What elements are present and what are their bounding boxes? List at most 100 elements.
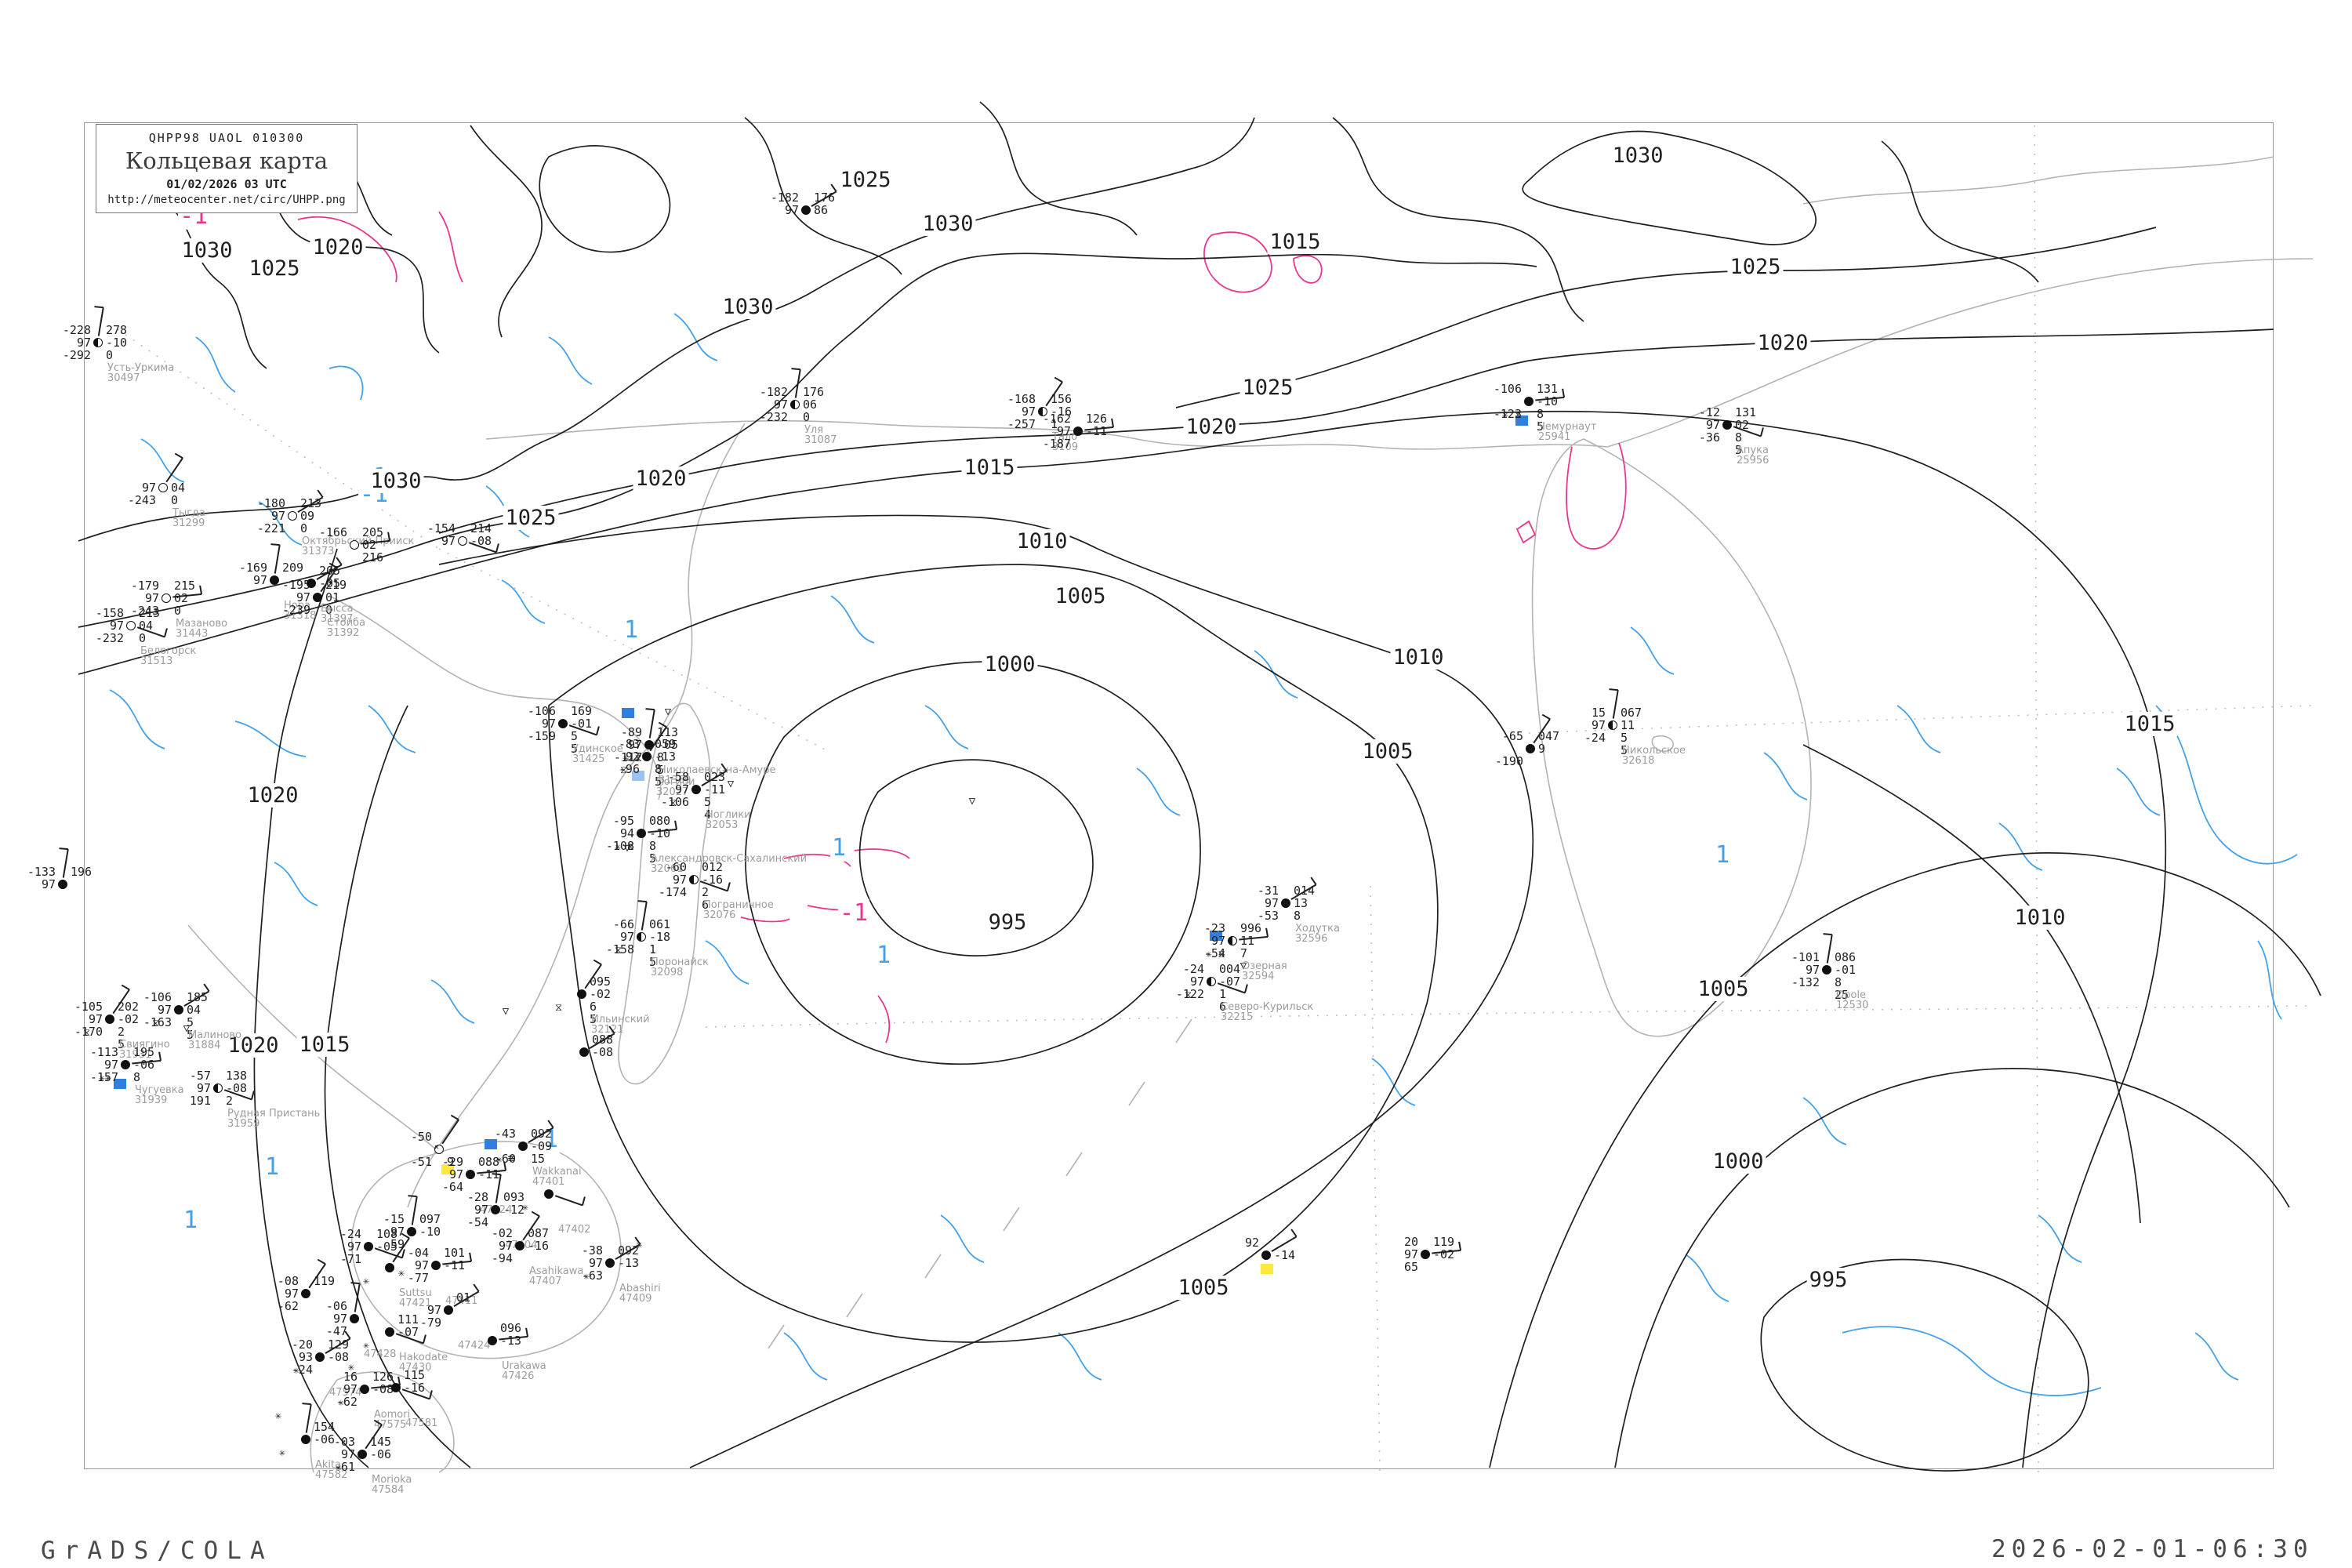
station-dot [558,719,568,728]
isobar-label-1015: 1015 [2122,711,2178,736]
station-right-values: 012 -16 2 6 [702,860,724,912]
station-left-values: -57 97 191 [189,1069,211,1108]
station-dot [364,1242,373,1251]
weather-symbol: ✳ [397,1267,405,1279]
station-name-label: Opole 12530 [1836,989,1869,1011]
wind-barb [270,543,281,574]
isobar-label-1015: 1015 [1267,229,1323,254]
tendency-label: 1 [542,1125,561,1153]
precip-square [441,1164,454,1174]
station-right-values: 096 -13 [500,1321,522,1348]
wind-barb [1609,688,1619,719]
precip-square [632,771,644,781]
station-right-values: 185 04 5 5 [187,990,209,1042]
station-name-label: Александровск-Сахалинский 32061 [651,853,808,875]
station-left-values: -113 97 -157 [89,1045,118,1084]
station-left-values: -169 97 [238,561,267,587]
wind-barb [223,1089,255,1101]
coastlines [187,156,2314,1473]
station-left-values: -12 97 -36 [1698,405,1720,445]
station-dot [301,1289,310,1298]
station-left-values: -166 [318,525,347,539]
station-name-label: 47428 [364,1348,397,1360]
title-box: QHPP98 UAOL 010300 Кольцевая карта 01/02… [96,124,358,213]
station-dot [213,1083,223,1093]
wind-barb [94,306,104,336]
station-right-values: 086 -01 8 25 [1835,950,1857,1002]
station-dot [801,205,811,215]
station-left-values: -95 94 -108 [605,814,634,853]
station-dot [1421,1250,1430,1259]
tendency-label: 1 [829,833,848,862]
wind-barb [528,1120,554,1143]
render-timestamp: 2026-02-01-06:30 [1991,1535,2314,1563]
station-right-values: 047 9 [1538,729,1560,756]
map-title: Кольцевая карта [125,147,328,174]
station-name-label: Aomori 47575 [374,1409,411,1431]
station-name-label: Чемурнаут 25941 [1538,421,1597,443]
station-wx-symbol: ⧖ [152,1018,160,1029]
station-left-values: -228 97 -292 [62,323,91,362]
station-right-values: 088 -11 [478,1155,500,1181]
station-left-values: 92 [1244,1236,1259,1250]
station-wx-symbol: ✳ [336,1462,342,1474]
station-left-values: -58 97 -106 [660,770,689,809]
wind-barb [165,452,183,483]
station-left-values: -65 -190 [1494,729,1523,768]
station-dot [162,593,171,603]
station-right-values: 097 -10 [419,1212,441,1239]
isobar-label-1005: 1005 [1695,976,1751,1001]
station-name-label: Свиягино 31931 [119,1039,170,1061]
wind-barb [1239,927,1269,941]
station-wx-symbol: ✳ [338,1397,344,1409]
isobar-label-1005: 1005 [1052,583,1109,608]
isobar-label-1030: 1030 [368,468,424,493]
station-left-values: -43 -60 [494,1127,516,1166]
wind-barb [350,1282,361,1312]
station-dot [637,829,646,838]
station-dot [385,1263,394,1272]
station-name-label: 47402 [558,1224,591,1236]
station-right-values: 156 -16 1 [1051,392,1073,431]
wind-barb [492,1173,502,1203]
wind-barb [1823,933,1833,964]
isobar-label-1005: 1005 [1175,1275,1232,1300]
station-left-values: -03 97 -61 [333,1435,355,1474]
station-dot [434,1143,444,1154]
station-dot [313,593,322,602]
station-right-values: 176 86 [814,191,836,217]
weather-symbol: ▽ [727,778,735,790]
station-right-values: 059 -13 8 5 [655,737,677,789]
isobar-label-1030: 1030 [179,238,235,263]
station-dot [1073,426,1083,436]
isobar-label-1030: 1030 [1610,143,1666,168]
station-left-values: -15 97 59 [383,1212,405,1251]
station-right-values: 04 0 [171,481,186,507]
station-right-values: 213 09 0 [300,496,322,535]
station-right-values: 004 -07 1 6 [1219,962,1241,1014]
wind-barb [297,489,324,513]
station-right-values: 196 [71,865,93,879]
station-right-values: 145 -06 [370,1435,392,1461]
station-dot [126,621,136,630]
station-dot [544,1189,554,1199]
station-right-values: 131 02 8 5 [1735,405,1757,457]
isobar-label-1025: 1025 [246,256,303,281]
station-right-values: 080 -10 8 5 [649,814,671,866]
wind-barb [59,848,69,878]
station-right-values: 087 -16 [528,1226,550,1253]
isobar-label-1030: 1030 [720,294,776,319]
wind-barb [132,1051,162,1065]
station-right-values: 092 -13 [618,1243,640,1270]
isobar-label-1025: 1025 [503,505,559,530]
station-left-values: 20 97 65 [1403,1235,1418,1274]
wind-barb [1271,1229,1298,1252]
isobar-label-1010: 1010 [1390,644,1446,670]
station-left-values: -24 97 -122 [1175,962,1204,1001]
station-wx-symbol: ⧖ [615,945,622,956]
isallobars-negative [297,211,1627,1044]
station-right-values: 023 -11 5 4 [704,770,726,822]
station-right-values: 119 -02 [1433,1235,1455,1261]
isobar-label-1025: 1025 [1240,375,1296,400]
